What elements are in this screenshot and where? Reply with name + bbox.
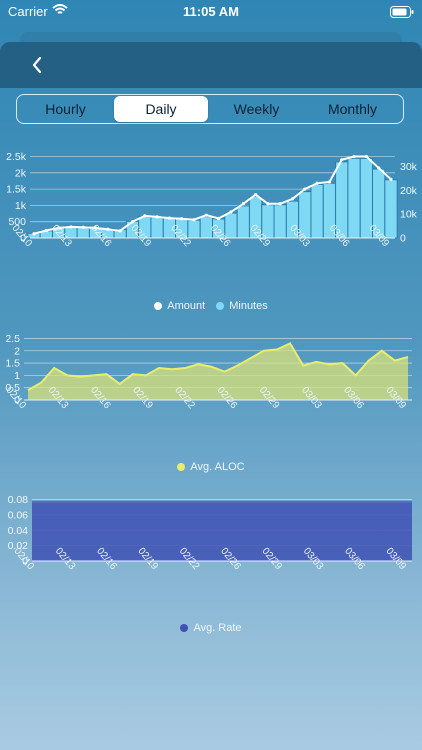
segment-hourly[interactable]: Hourly	[45, 101, 86, 117]
legend-rate: Avg. Rate	[180, 622, 242, 634]
chart3-y-tick-label: 0.04	[8, 525, 29, 537]
chart1-y-tick-label: 0	[20, 233, 26, 245]
chart1-amount-point	[130, 220, 135, 224]
chart1-y2-tick-label: 10k	[400, 209, 418, 221]
chart1-amount-point	[315, 181, 319, 185]
chart1-minutes-bar	[150, 216, 164, 239]
chart2-y-tick-label: 2	[14, 345, 20, 357]
chart1-amount-line	[33, 155, 392, 235]
legend-aloc: Avg. ALOC	[177, 461, 245, 473]
carrier-label: Carrier	[8, 4, 48, 19]
chart2-aloc-line	[27, 342, 409, 392]
chart1-y-tick-label: 2.5k	[6, 151, 27, 163]
chart1-amount-point	[217, 216, 221, 221]
navigation-bar	[0, 42, 422, 88]
chart2-aloc-area	[28, 343, 408, 400]
chart1-amount-point	[278, 202, 282, 206]
chart1-amount-point	[81, 225, 85, 229]
chart1-amount-point	[266, 202, 270, 206]
chart1-amount-point	[389, 177, 393, 181]
chart1-y2-tick-label: 0	[400, 233, 406, 245]
chart3-legend: Avg. Rate	[0, 622, 422, 634]
chart2-y-tick-label: 0.5	[5, 382, 20, 394]
chart1-amount-point	[69, 225, 73, 229]
chart1-amount-point	[155, 215, 159, 219]
chart1-amount-point	[143, 214, 147, 218]
chart1-amount-point	[32, 232, 36, 236]
chevron-left-icon	[32, 56, 42, 74]
chart1-minutes-bar	[384, 179, 398, 239]
clock: 11:05 AM	[183, 4, 239, 19]
chart2-y-tick-label: 0	[14, 395, 20, 407]
chart1-amount-point	[352, 154, 356, 159]
chart1-amount-point	[377, 166, 381, 170]
chart2-y-tick-label: 2.5	[5, 333, 20, 345]
legend-minutes-label: Minutes	[229, 300, 268, 312]
chart1-minutes-bar	[273, 204, 287, 239]
legend-amount-label: Amount	[167, 300, 206, 312]
status-bar: Carrier 11:05 AM	[0, 0, 422, 26]
chart1-amount-point	[57, 226, 61, 230]
chart1-amount-point	[241, 202, 245, 206]
wifi-icon	[52, 3, 68, 19]
chart2-y-tick-label: 1.5	[5, 358, 20, 370]
chart3-y-tick-label: 0.02	[8, 540, 29, 552]
back-button[interactable]	[28, 54, 48, 76]
chart3-y-tick-label: 0.08	[8, 494, 29, 506]
chart1-amount-point	[303, 187, 307, 191]
chart1-amount-point	[192, 218, 196, 222]
chart1-amount-point	[204, 213, 208, 217]
chart1-y-tick-label: 1.5k	[6, 184, 27, 196]
legend-rate-dot	[180, 623, 189, 632]
chart1-amount-point	[167, 216, 172, 220]
legend-minutes-dot	[216, 301, 225, 310]
chart1-amount-point	[364, 154, 368, 159]
chart1-legend: Amount Minutes	[0, 300, 422, 312]
legend-amount-dot	[154, 301, 163, 310]
chart1-minutes-bar	[310, 183, 324, 239]
chart1-y-tick-label: 2k	[15, 167, 27, 179]
chart2-x-tick-label: 02/10	[3, 385, 28, 412]
chart1-y2-tick-label: 30k	[400, 161, 418, 173]
chart1-amount-point	[290, 197, 295, 201]
legend-rate-label: Avg. Rate	[193, 622, 242, 634]
chart1-amount-point	[118, 229, 122, 233]
chart1-amount-point	[253, 193, 258, 197]
legend-aloc-dot	[177, 462, 186, 471]
chart2-legend: Avg. ALOC	[0, 461, 422, 473]
battery-icon	[390, 5, 414, 21]
legend-amount: Amount	[154, 300, 205, 312]
chart2-y-tick-label: 1	[14, 370, 20, 382]
chart1-amount-point	[340, 158, 344, 162]
chart1-amount-point	[327, 180, 332, 184]
segment-daily[interactable]: Daily	[114, 96, 208, 122]
aloc-chart: 00.511.522.502/10 02/13 02/16 02/19 02/22 02/…	[3, 333, 412, 412]
chart1-y-tick-label: 500	[8, 216, 26, 228]
chart1-amount-point	[44, 228, 48, 233]
chart1-amount-point	[106, 227, 110, 231]
period-segmented-control: Hourly Daily Weekly Monthly	[16, 94, 404, 124]
chart3-y-tick-label: 0	[22, 556, 28, 568]
segment-weekly[interactable]: Weekly	[233, 101, 280, 117]
chart3-y-tick-label: 0.06	[8, 509, 29, 521]
legend-aloc-label: Avg. ALOC	[190, 461, 245, 473]
chart1-amount-point	[229, 210, 233, 214]
segment-monthly[interactable]: Monthly	[327, 101, 378, 117]
legend-minutes: Minutes	[216, 300, 268, 312]
chart3-rate-area	[32, 501, 412, 561]
chart1-minutes-bar	[347, 157, 361, 239]
chart1-amount-point	[93, 226, 98, 230]
chart1-minutes-bar	[236, 205, 250, 239]
chart1-minutes-bar	[187, 219, 201, 239]
chart1-y2-tick-label: 20k	[400, 185, 418, 197]
chart1-y-tick-label: 1k	[15, 200, 27, 212]
chart1-amount-point	[180, 217, 184, 221]
